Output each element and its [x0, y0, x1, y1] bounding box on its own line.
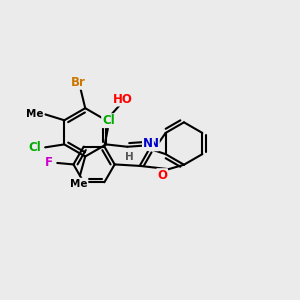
Text: N: N: [143, 137, 153, 150]
Text: Me: Me: [70, 178, 88, 189]
Text: O: O: [157, 169, 167, 182]
Text: Me: Me: [26, 109, 44, 119]
Text: F: F: [45, 157, 53, 169]
Text: H: H: [125, 152, 134, 162]
Text: Cl: Cl: [28, 141, 41, 154]
Text: Br: Br: [71, 76, 86, 89]
Text: N: N: [149, 137, 159, 150]
Text: Cl: Cl: [102, 114, 115, 127]
Text: HO: HO: [112, 93, 132, 106]
